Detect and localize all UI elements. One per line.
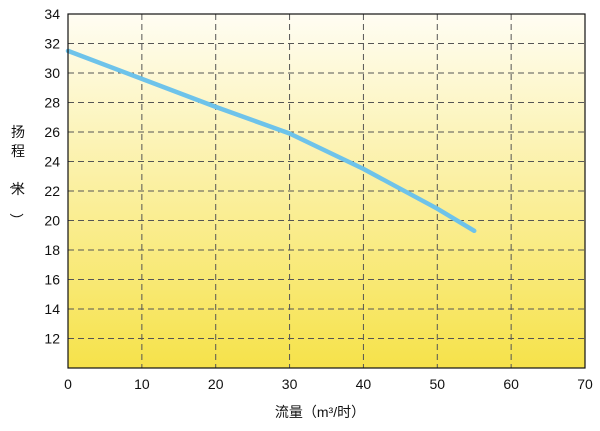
y-tick-label: 24 [44, 154, 60, 170]
series-line [65, 48, 477, 234]
y-tick-label: 28 [44, 95, 60, 111]
y-tick-label: 14 [44, 301, 60, 317]
y-axis-title-char: 扬 [11, 124, 25, 140]
y-axis-title-char: 程 [11, 143, 25, 159]
y-tick-label: 12 [44, 331, 60, 347]
grid-lines [68, 14, 585, 368]
x-tick-label: 70 [577, 376, 593, 392]
x-tick-label: 60 [503, 376, 519, 392]
x-tick-label: 0 [64, 376, 72, 392]
x-tick-label: 20 [208, 376, 224, 392]
y-tick-label: 20 [44, 213, 60, 229]
series-layer [65, 48, 477, 234]
y-tick-label: 34 [44, 6, 60, 22]
y-tick-label: 26 [44, 124, 60, 140]
x-tick-label: 10 [134, 376, 150, 392]
y-tick-label: 32 [44, 36, 60, 52]
y-tick-label: 16 [44, 272, 60, 288]
y-axis-title: 扬程 （米 ） [8, 124, 25, 227]
axis-ticks: 0 10 20 30 40 50 60 70 12 14 16 18 20 22 24 26 28 30 32 34 [44, 6, 593, 392]
y-axis-title-char: ） [8, 213, 24, 227]
y-axis-title-char: 米 [11, 181, 25, 197]
plot-frame [67, 13, 586, 369]
plot-area [68, 14, 585, 368]
y-tick-label: 18 [44, 242, 60, 258]
x-tick-label: 40 [356, 376, 372, 392]
y-axis-title-char: （ [8, 175, 24, 189]
x-tick-label: 50 [429, 376, 445, 392]
x-axis-title: 流量（m³/时） [275, 404, 365, 420]
y-tick-label: 22 [44, 183, 60, 199]
y-tick-label: 30 [44, 65, 60, 81]
x-tick-label: 30 [282, 376, 298, 392]
